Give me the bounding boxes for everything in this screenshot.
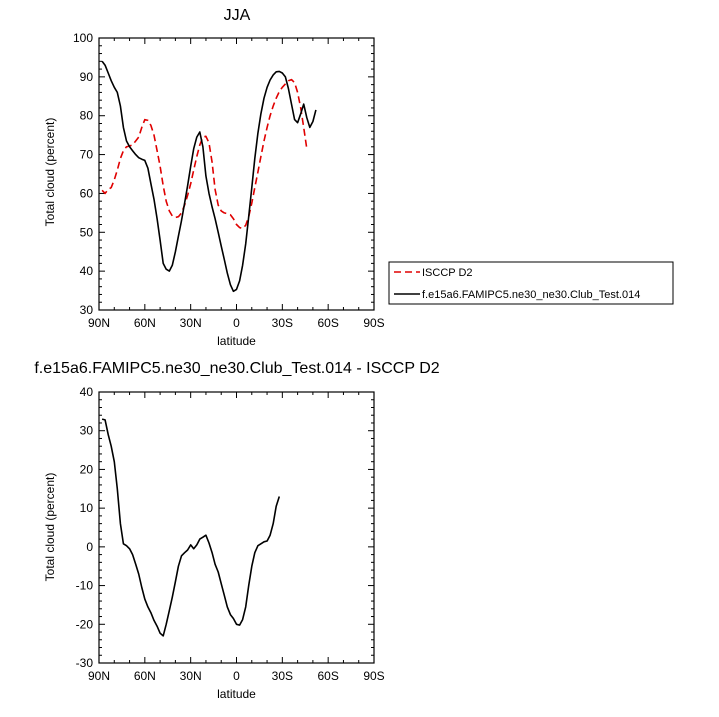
top-xlabel: latitude — [217, 334, 256, 348]
bottom-y-tick-label: 0 — [86, 540, 93, 554]
legend-label-model: f.e15a6.FAMIPC5.ne30_ne30.Club_Test.014 — [422, 289, 640, 301]
chart-top-ylabel: Total cloud (percent) — [43, 118, 57, 227]
top-x-tick-label: 60S — [317, 316, 338, 330]
bottom-plot-frame — [98, 391, 375, 664]
top-x-tick-label: 90N — [88, 316, 110, 330]
bottom-y-tick-label: 10 — [80, 501, 94, 515]
top-y-tick-label: 50 — [80, 225, 94, 239]
bottom-x-tick-label: 0 — [233, 669, 240, 683]
top-series-1-line — [101, 60, 317, 293]
top-plot-frame — [98, 37, 375, 311]
legend: ISCCP D2 f.e15a6.FAMIPC5.ne30_ne30.Club_… — [388, 261, 674, 305]
top-x-tick-label: 30S — [272, 316, 293, 330]
top-x-tick-label: 60N — [134, 316, 156, 330]
top-x-tick-label: 30N — [180, 316, 202, 330]
chart-bottom: f.e15a6.FAMIPC5.ne30_ne30.Club_Test.014 … — [34, 360, 439, 701]
top-series-0-line — [101, 78, 308, 230]
bottom-y-tick-label: -30 — [76, 656, 94, 670]
bottom-x-tick-label: 90S — [363, 669, 384, 683]
chart-top: JJA Total cloud (percent) 90N 60N 30N 0 30S 6… — [43, 7, 385, 348]
legend-box — [388, 261, 674, 305]
bottom-series-0-line — [101, 418, 281, 637]
top-y-tick-label: 100 — [73, 31, 93, 45]
top-y-tick-label: 70 — [80, 148, 94, 162]
top-x-tick-label: 90S — [363, 316, 384, 330]
bottom-xlabel: latitude — [217, 687, 256, 701]
top-y-tick-label: 40 — [80, 264, 94, 278]
top-y-tick-label: 60 — [80, 186, 94, 200]
chart-top-title: JJA — [224, 7, 251, 24]
bottom-x-tick-label: 30S — [272, 669, 293, 683]
top-x-tick-label: 0 — [233, 316, 240, 330]
bottom-x-tick-label: 30N — [180, 669, 202, 683]
bottom-y-tick-label: 40 — [80, 385, 94, 399]
top-y-tick-label: 80 — [80, 109, 94, 123]
bottom-x-tick-label: 60N — [134, 669, 156, 683]
legend-label-isccp: ISCCP D2 — [422, 267, 473, 279]
bottom-y-tick-label: 30 — [80, 424, 94, 438]
top-y-tick-label: 30 — [80, 303, 94, 317]
top-y-tick-label: 90 — [80, 70, 94, 84]
chart-bottom-ylabel: Total cloud (percent) — [43, 473, 57, 582]
bottom-y-tick-label: -10 — [76, 579, 94, 593]
bottom-x-tick-label: 60S — [317, 669, 338, 683]
bottom-y-tick-label: 20 — [80, 462, 94, 476]
bottom-y-tick-label: -20 — [76, 617, 94, 631]
bottom-x-tick-label: 90N — [88, 669, 110, 683]
chart-bottom-title: f.e15a6.FAMIPC5.ne30_ne30.Club_Test.014 … — [34, 360, 439, 377]
